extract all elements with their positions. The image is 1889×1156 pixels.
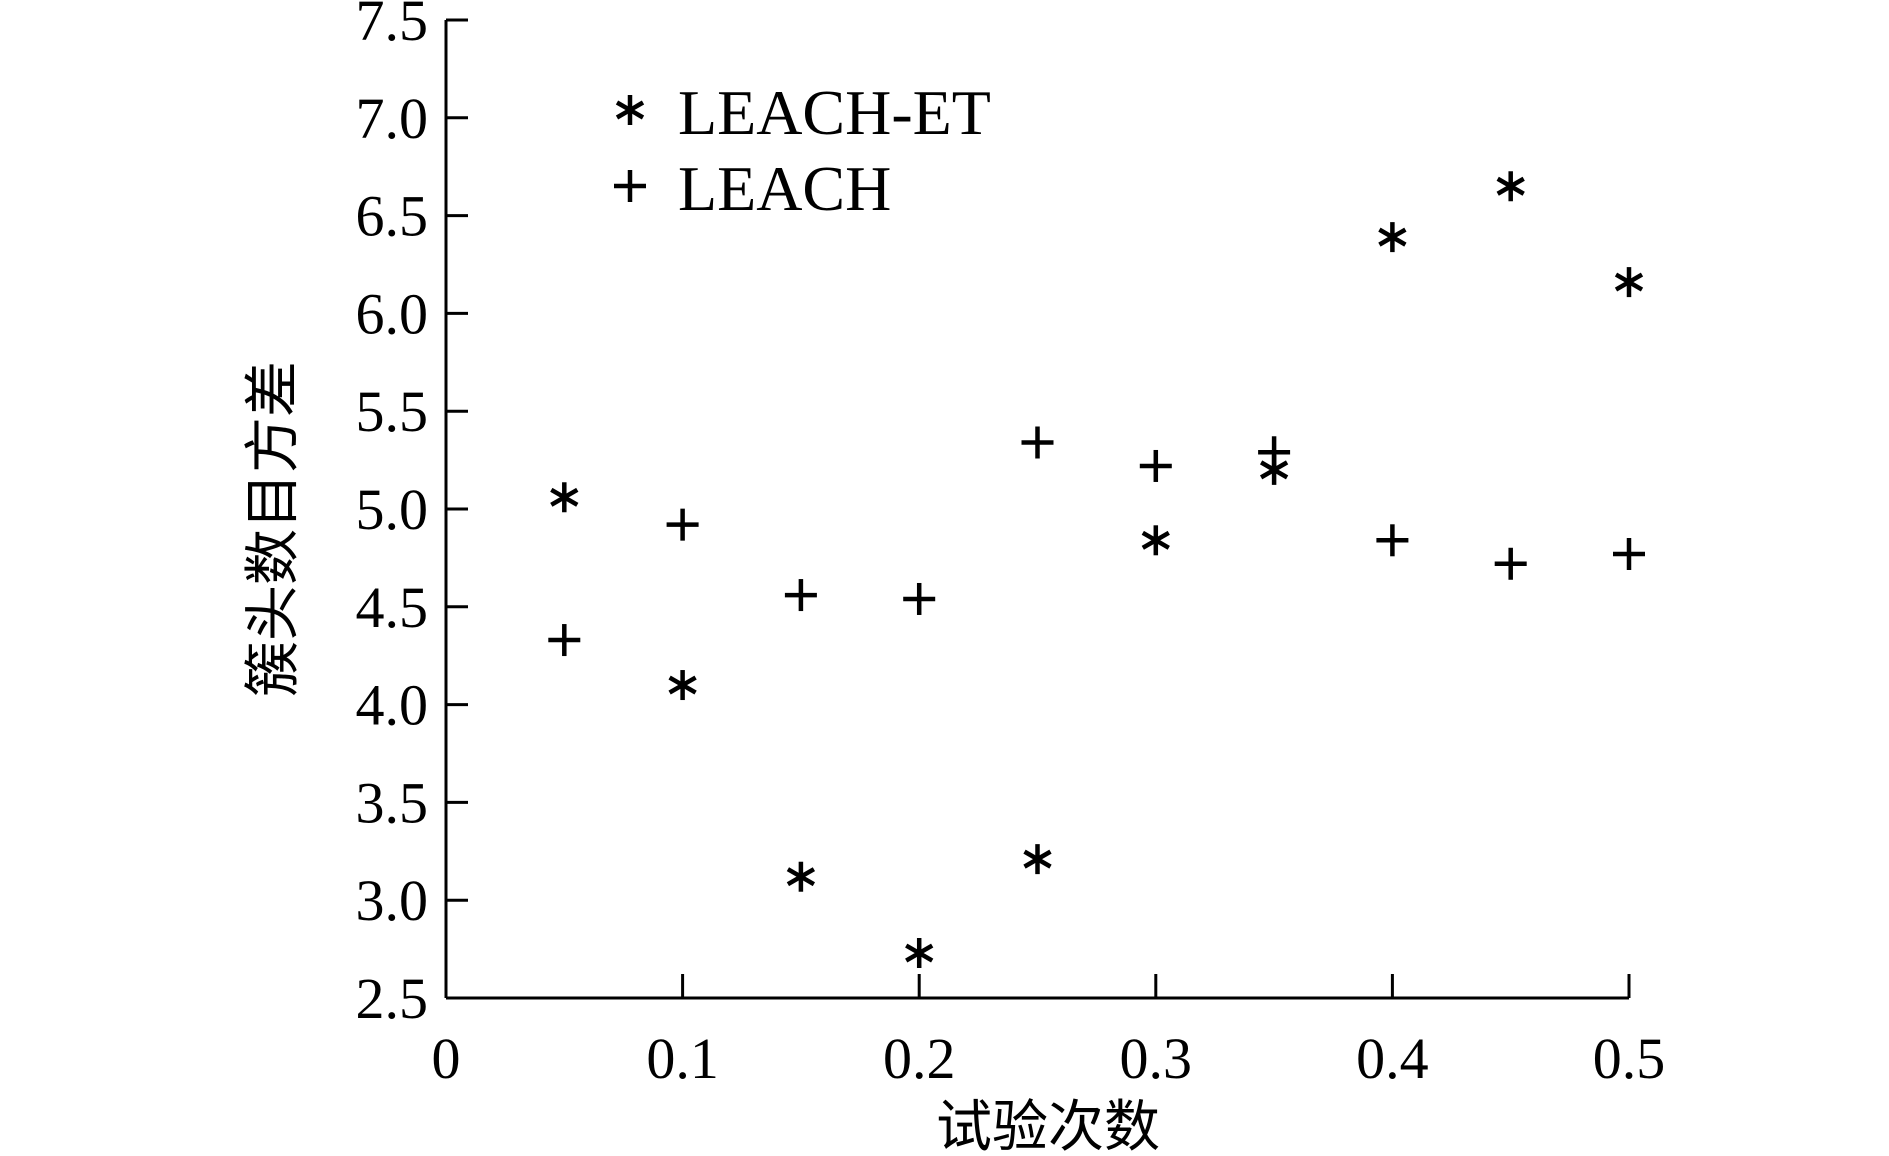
y-tick-label: 6.5	[356, 184, 429, 249]
legend-label-leach: LEACH	[678, 153, 891, 224]
legend-marker-leach	[614, 170, 646, 202]
legend-label-leach-et: LEACH-ET	[678, 77, 991, 148]
x-tick-label: 0.2	[883, 1026, 956, 1091]
leach-et-point	[905, 938, 934, 969]
leach-point	[784, 579, 817, 612]
x-axis-title: 试验次数	[936, 1095, 1160, 1156]
y-tick-label: 3.0	[356, 868, 429, 933]
y-tick-label: 4.0	[356, 673, 429, 738]
x-tick-label: 0.1	[646, 1026, 719, 1091]
leach-point	[1494, 547, 1527, 580]
leach-et-point	[1023, 844, 1052, 875]
x-tick-label: 0.5	[1593, 1026, 1666, 1091]
y-tick-label: 2.5	[356, 966, 429, 1031]
y-tick-label: 7.0	[356, 86, 429, 151]
leach-et-point	[1141, 525, 1170, 556]
leach-point	[1258, 436, 1291, 469]
leach-et-point	[550, 482, 579, 513]
x-tick-label: 0	[432, 1026, 461, 1091]
leach-point	[1613, 537, 1645, 570]
y-axis-ticks: 2.5 3.0 3.5 4.0 4.5 5.0 5.5 6.0 6.5 7.0 7.5	[356, 0, 468, 1031]
y-tick-label: 3.5	[356, 770, 429, 835]
leach-point	[1376, 524, 1409, 557]
leach-point	[666, 508, 699, 541]
y-tick-label: 7.5	[356, 0, 429, 53]
leach-et-point	[668, 670, 697, 701]
data-points	[548, 171, 1645, 969]
leach-et-point	[1378, 222, 1407, 253]
leach-et-point	[786, 861, 816, 892]
leach-point	[548, 624, 581, 657]
leach-et-point	[1614, 267, 1644, 298]
leach-point	[1139, 449, 1172, 482]
x-tick-label: 0.3	[1120, 1026, 1193, 1091]
x-axis-ticks: 0 0.1 0.2 0.3 0.4 0.5	[432, 974, 1666, 1091]
y-tick-label: 5.5	[356, 379, 429, 444]
x-tick-label: 0.4	[1356, 1026, 1429, 1091]
leach-et-point	[1496, 171, 1525, 202]
legend-marker-leach-et	[615, 95, 645, 125]
y-tick-label: 6.0	[356, 281, 429, 346]
y-tick-label: 4.5	[356, 575, 429, 640]
leach-point	[903, 582, 936, 615]
y-axis-title: 簇头数目方差	[241, 361, 306, 697]
y-tick-label: 5.0	[356, 477, 429, 542]
leach-point	[1021, 426, 1054, 459]
